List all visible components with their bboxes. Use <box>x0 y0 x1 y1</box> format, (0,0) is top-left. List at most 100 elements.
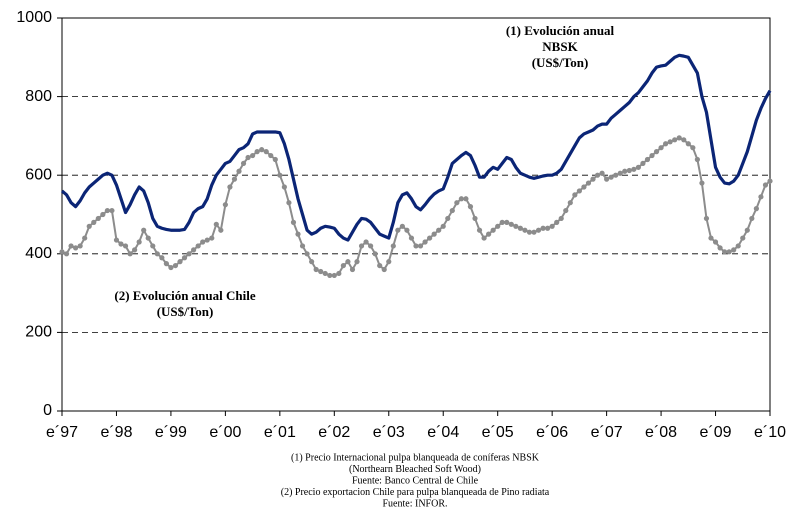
series-marker <box>744 227 750 233</box>
series-marker <box>486 231 492 237</box>
x-tick-label: e´97 <box>46 424 78 441</box>
y-tick-label: 0 <box>43 402 52 419</box>
series-marker <box>240 160 247 167</box>
series-marker <box>304 251 310 257</box>
series-marker <box>349 266 356 273</box>
series-marker <box>91 219 97 225</box>
series-marker <box>145 235 151 241</box>
series-marker <box>685 141 691 147</box>
series-marker <box>431 231 437 237</box>
series-marker <box>122 243 129 249</box>
series-marker <box>449 207 455 214</box>
series-marker <box>549 223 555 229</box>
x-tick-label: e´05 <box>482 424 514 441</box>
footnote: Fuente: INFOR. <box>383 498 448 509</box>
series-marker <box>726 249 732 255</box>
series-marker <box>327 272 333 279</box>
series-marker <box>100 211 106 218</box>
series-marker <box>617 170 623 176</box>
series-marker <box>132 247 138 253</box>
series-marker <box>594 172 601 178</box>
series-marker <box>363 239 369 245</box>
series-marker <box>104 207 110 214</box>
series-marker <box>427 235 433 241</box>
series-marker <box>272 156 278 163</box>
series-marker <box>653 149 660 155</box>
series-marker <box>168 264 174 271</box>
series-marker <box>336 270 342 277</box>
series-marker <box>640 160 646 167</box>
series-marker <box>585 180 592 186</box>
series-marker <box>508 221 514 227</box>
series-marker <box>250 152 256 159</box>
series-marker <box>159 255 165 261</box>
series-marker <box>440 223 446 229</box>
series-marker <box>731 247 737 253</box>
series-marker <box>722 249 728 255</box>
footnote: (Northearn Bleached Soft Wood) <box>349 464 481 475</box>
series-marker <box>340 262 346 269</box>
series-marker <box>604 176 610 182</box>
series-marker <box>454 200 460 206</box>
series-marker <box>299 243 306 249</box>
x-tick-label: e´02 <box>318 424 350 441</box>
series-marker <box>554 219 560 225</box>
series-marker <box>413 243 419 249</box>
x-tick-label: e´98 <box>100 424 132 441</box>
series-marker <box>318 268 324 275</box>
series-marker <box>767 178 773 184</box>
series-marker <box>635 164 641 170</box>
series-marker <box>531 229 537 235</box>
series-marker <box>399 223 405 229</box>
series-marker <box>522 227 528 233</box>
series-marker <box>309 259 315 265</box>
series-marker <box>676 135 682 141</box>
x-tick-label: e´09 <box>700 424 732 441</box>
series-marker <box>445 215 451 222</box>
series-marker <box>222 202 228 208</box>
series-marker <box>658 145 664 151</box>
x-tick-label: e´99 <box>155 424 187 441</box>
series-marker <box>758 194 764 200</box>
x-tick-label: e´10 <box>754 424 786 441</box>
series-marker <box>236 168 242 174</box>
series-marker <box>599 170 605 176</box>
series-marker <box>472 215 478 222</box>
series-marker <box>195 243 201 249</box>
series-marker <box>68 243 74 249</box>
plot-frame <box>61 17 771 412</box>
series-marker <box>540 225 546 231</box>
series-marker <box>163 261 169 267</box>
x-tick-label: e´08 <box>645 424 677 441</box>
series-marker <box>209 235 215 241</box>
series-marker <box>63 251 70 257</box>
series-marker <box>558 215 564 222</box>
series-marker <box>404 227 410 233</box>
x-tick-label: e´07 <box>591 424 623 441</box>
series-marker <box>263 149 269 155</box>
series-marker <box>109 207 115 214</box>
series-marker <box>749 215 755 222</box>
series-marker <box>613 172 619 178</box>
series-marker <box>395 227 401 233</box>
series-marker <box>200 239 206 245</box>
series-marker <box>622 168 628 174</box>
series-marker <box>322 270 328 277</box>
series-marker <box>626 167 632 174</box>
series-marker <box>277 172 283 178</box>
series-marker <box>245 154 251 161</box>
series-marker <box>663 141 669 147</box>
x-tick-label: e´06 <box>536 424 568 441</box>
series-marker <box>191 247 197 253</box>
series-marker <box>136 239 142 245</box>
series-marker <box>150 243 156 249</box>
x-tick-label: e´04 <box>427 424 459 441</box>
series-marker <box>499 219 505 225</box>
annotation: (2) Evolución anual Chile <box>114 288 255 303</box>
series-marker <box>740 235 746 241</box>
series-marker <box>154 251 160 257</box>
series-marker <box>490 227 496 233</box>
series-marker <box>699 180 705 186</box>
annotation: (1) Evolución anual <box>506 23 615 38</box>
